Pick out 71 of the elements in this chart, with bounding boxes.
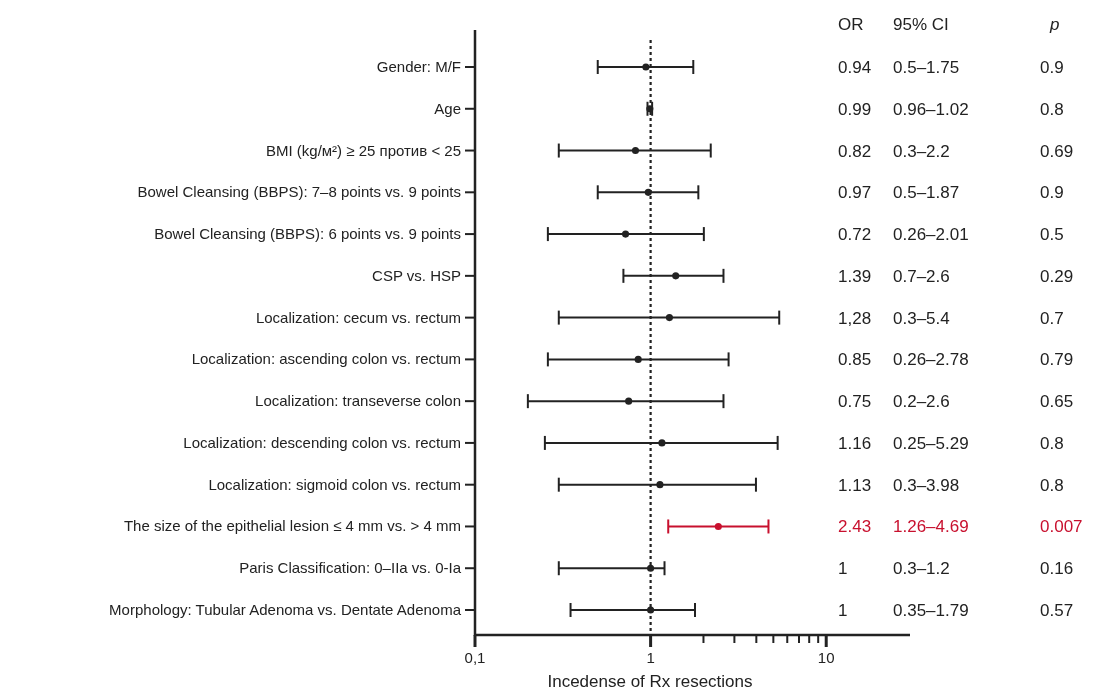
annotation: 0.26–2.78 <box>893 350 969 370</box>
y-tick-label: Morphology: Tubular Adenoma vs. Dentate Adenoma <box>109 601 462 618</box>
y-tick-label: Localization: sigmoid colon vs. rectum <box>208 475 461 493</box>
y-tick-label: The size of the epithelial lesion ≤ 4 mm vs. > 4 mm <box>123 517 461 535</box>
annotation: 0.94 <box>838 58 872 77</box>
y-tick-label: Bowel Cleansing (BBPS): 6 points vs. 9 points <box>154 225 461 243</box>
text: 0.57 <box>1040 601 1074 620</box>
text: 0.9 <box>1040 58 1064 77</box>
annotation: 0.3–5.4 <box>893 308 950 328</box>
y-tick-label: Localization: cecum vs. rectum <box>255 308 461 326</box>
text: 0.9 <box>1040 183 1064 203</box>
annotation: 0.3–1.2 <box>893 559 950 579</box>
annotation: 0.3–3.98 <box>893 475 960 495</box>
text: 0.16 <box>1040 559 1074 579</box>
point <box>644 188 652 196</box>
x-axis-title: Incedense of Rx resections <box>547 672 753 691</box>
y-tick-label: Localization: ascending colon vs. rectum <box>191 350 461 368</box>
point <box>672 272 680 280</box>
point <box>642 63 650 71</box>
x-tick-label: 10 <box>817 649 835 666</box>
annotation: 1.39 <box>838 266 872 286</box>
annotation: 0.5–1.75 <box>893 58 960 77</box>
annotation: 0.85 <box>838 350 872 370</box>
annotation: 0.3–2.2 <box>893 141 950 161</box>
annotation: 0.99 <box>838 99 872 119</box>
x-tick-label: 0,1 <box>464 649 486 666</box>
annotation: 0.97 <box>838 183 872 203</box>
annotation: 0.7–2.6 <box>893 266 950 286</box>
y-tick-label: BMI (kg/м²) ≥ 25 против < 25 <box>265 141 461 159</box>
annotation: 0.25–5.29 <box>893 433 969 453</box>
text: 0.5 <box>1040 225 1064 245</box>
text: 0.8 <box>1040 475 1064 495</box>
annotation: 1 <box>838 601 848 620</box>
point <box>656 481 664 489</box>
annotation: 0.5–1.87 <box>893 183 960 203</box>
text: p <box>1049 15 1060 34</box>
point <box>665 314 673 322</box>
point <box>658 439 666 447</box>
text: 0.8 <box>1040 99 1064 119</box>
annotation: 1.13 <box>838 475 872 495</box>
text: 0.7 <box>1040 308 1064 328</box>
text: 0.8 <box>1040 433 1064 453</box>
y-tick-label: Gender: M/F <box>376 58 461 75</box>
annotation: 0.82 <box>838 141 872 161</box>
annotation: 0.2–2.6 <box>893 392 950 412</box>
text: 0.65 <box>1040 392 1074 412</box>
y-tick-label: CSP vs. HSP <box>372 266 461 284</box>
text: 95% CI <box>893 15 949 34</box>
annotation: 1.16 <box>838 433 872 453</box>
text: OR <box>838 15 864 34</box>
point <box>647 564 655 572</box>
annotation: 0.26–2.01 <box>893 225 969 245</box>
annotation: 2.43 <box>838 517 872 537</box>
annotation: 1.26–4.69 <box>893 517 969 537</box>
annotation: 0.35–1.79 <box>893 601 969 620</box>
text: 0.29 <box>1040 266 1074 286</box>
y-tick-label: Age <box>434 99 461 117</box>
x-tick-label: 1 <box>646 649 655 666</box>
annotation: 0.96–1.02 <box>893 99 969 119</box>
text: 0.79 <box>1040 350 1074 370</box>
annotation: 0.75 <box>838 392 872 412</box>
y-tick-label: Localization: descending colon vs. rectum <box>183 433 461 451</box>
text: 0.007 <box>1040 517 1083 537</box>
annotation: 1 <box>838 559 848 579</box>
y-tick-label: Bowel Cleansing (BBPS): 7–8 points vs. 9 points <box>137 183 461 201</box>
text: 0.69 <box>1040 141 1074 161</box>
y-tick-label: Paris Classification: 0–IIa vs. 0-Ia <box>239 559 462 577</box>
annotation: 0.72 <box>838 225 872 245</box>
point <box>647 606 655 614</box>
annotation: 1,28 <box>838 308 872 328</box>
y-tick-label: Localization: transeverse colon <box>255 392 461 410</box>
